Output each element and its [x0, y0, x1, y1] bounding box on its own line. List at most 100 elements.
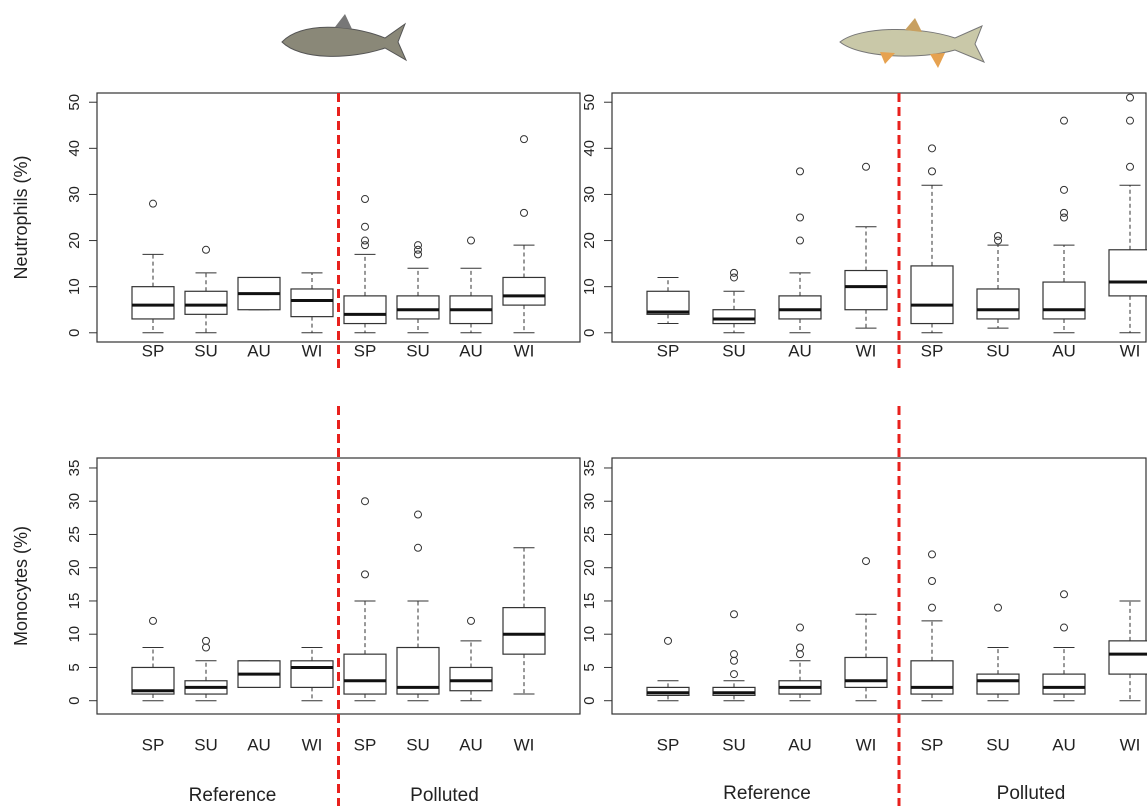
- outlier: [863, 163, 870, 170]
- figure: 01020304050Neutrophils (%)SPSUAUWISPSUAU…: [0, 0, 1147, 806]
- y-tick-label: 5: [66, 663, 83, 671]
- x-tick-label: SP: [657, 735, 680, 754]
- y-tick-label: 10: [66, 278, 83, 295]
- outlier: [203, 644, 210, 651]
- y-tick-label: 30: [581, 186, 598, 203]
- y-tick-label: 25: [66, 526, 83, 543]
- group-label: Reference: [723, 783, 811, 804]
- x-tick-label: WI: [856, 341, 877, 360]
- y-tick-label: 20: [66, 559, 83, 576]
- y-tick-label: 30: [581, 493, 598, 510]
- outlier: [929, 604, 936, 611]
- outlier: [1061, 186, 1068, 193]
- x-tick-label: AU: [1052, 341, 1076, 360]
- x-tick-label: WI: [1120, 341, 1141, 360]
- x-tick-label: WI: [302, 341, 323, 360]
- outlier: [1127, 117, 1134, 124]
- x-tick-label: SU: [194, 735, 218, 754]
- y-tick-label: 0: [581, 329, 598, 337]
- x-tick-label: AU: [788, 341, 812, 360]
- y-tick-label: 0: [66, 697, 83, 705]
- y-tick-label: 20: [66, 232, 83, 249]
- x-tick-label: SU: [722, 341, 746, 360]
- outlier: [362, 571, 369, 578]
- outlier: [731, 657, 738, 664]
- y-tick-label: 0: [581, 697, 598, 705]
- outlier: [797, 644, 804, 651]
- group-label: Polluted: [997, 783, 1066, 804]
- outlier: [362, 498, 369, 505]
- outlier: [731, 651, 738, 658]
- x-tick-label: SP: [354, 341, 377, 360]
- outlier: [1061, 591, 1068, 598]
- x-tick-label: SU: [194, 341, 218, 360]
- box: [185, 291, 227, 314]
- box: [503, 608, 545, 655]
- box: [1043, 282, 1085, 319]
- x-tick-label: AU: [459, 341, 483, 360]
- y-tick-label: 25: [581, 526, 598, 543]
- outlier: [863, 558, 870, 565]
- outlier: [150, 200, 157, 207]
- x-tick-label: SP: [921, 341, 944, 360]
- y-tick-label: 30: [66, 493, 83, 510]
- y-tick-label: 5: [581, 663, 598, 671]
- group-label: Reference: [189, 785, 277, 806]
- outlier: [415, 242, 422, 249]
- outlier: [1127, 94, 1134, 101]
- outlier: [929, 551, 936, 558]
- y-tick-label: 50: [581, 94, 598, 111]
- outlier: [1061, 209, 1068, 216]
- box: [845, 657, 887, 687]
- box: [397, 296, 439, 319]
- y-tick-label: 35: [66, 460, 83, 477]
- outlier: [731, 611, 738, 618]
- x-tick-label: SU: [986, 341, 1010, 360]
- y-tick-label: 15: [66, 593, 83, 610]
- x-tick-label: AU: [788, 735, 812, 754]
- box: [1109, 641, 1147, 674]
- box: [291, 661, 333, 688]
- outlier: [665, 637, 672, 644]
- box: [132, 287, 174, 319]
- outlier: [468, 617, 475, 624]
- box: [779, 296, 821, 319]
- box: [911, 266, 953, 324]
- outlier: [995, 232, 1002, 239]
- box: [503, 277, 545, 305]
- outlier: [995, 604, 1002, 611]
- box: [977, 289, 1019, 319]
- x-tick-label: SP: [921, 735, 944, 754]
- outlier: [1061, 117, 1068, 124]
- outlier: [468, 237, 475, 244]
- outlier: [929, 145, 936, 152]
- outlier: [731, 269, 738, 276]
- outlier: [797, 168, 804, 175]
- x-tick-label: WI: [1120, 735, 1141, 754]
- outlier: [362, 196, 369, 203]
- outlier: [797, 651, 804, 658]
- box: [713, 310, 755, 324]
- box: [1109, 250, 1147, 296]
- box: [911, 661, 953, 694]
- y-tick-label: 40: [66, 140, 83, 157]
- y-tick-label: 20: [581, 559, 598, 576]
- y-tick-label: 10: [581, 278, 598, 295]
- x-tick-label: AU: [1052, 735, 1076, 754]
- y-tick-label: 30: [66, 186, 83, 203]
- x-tick-label: SU: [406, 735, 430, 754]
- x-tick-label: SP: [142, 341, 165, 360]
- y-tick-label: 15: [581, 593, 598, 610]
- y-tick-label: 40: [581, 140, 598, 157]
- x-tick-label: SP: [354, 735, 377, 754]
- box: [845, 271, 887, 310]
- outlier: [731, 671, 738, 678]
- x-tick-label: WI: [514, 735, 535, 754]
- x-tick-label: WI: [302, 735, 323, 754]
- outlier: [150, 617, 157, 624]
- box: [977, 674, 1019, 694]
- fish-icon-left: [282, 14, 406, 60]
- x-tick-label: SU: [722, 735, 746, 754]
- x-tick-label: AU: [459, 735, 483, 754]
- box: [344, 654, 386, 694]
